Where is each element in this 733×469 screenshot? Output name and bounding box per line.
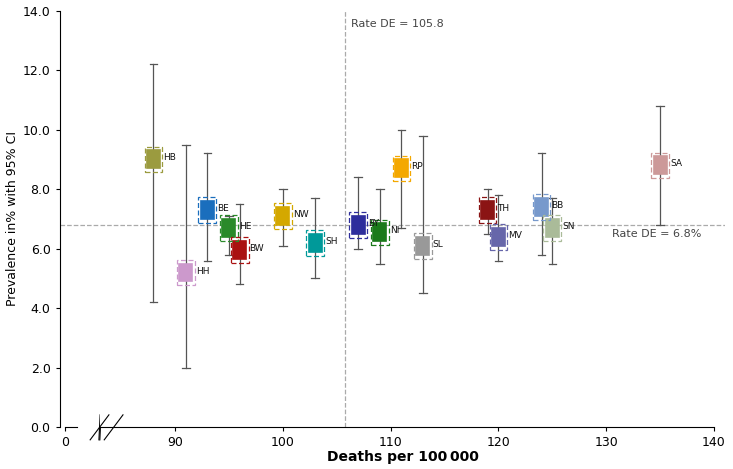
Y-axis label: Prevalence in% with 95% CI: Prevalence in% with 95% CI — [6, 131, 18, 306]
Text: SH: SH — [325, 237, 338, 246]
Text: TH: TH — [498, 204, 509, 213]
FancyBboxPatch shape — [201, 201, 214, 219]
Text: BB: BB — [551, 201, 564, 210]
FancyBboxPatch shape — [395, 159, 408, 177]
FancyBboxPatch shape — [492, 228, 505, 246]
FancyBboxPatch shape — [147, 151, 160, 168]
Text: RP: RP — [411, 162, 423, 171]
Text: Rate DE = 6.8%: Rate DE = 6.8% — [611, 229, 701, 239]
FancyBboxPatch shape — [222, 219, 235, 237]
FancyBboxPatch shape — [481, 201, 494, 219]
Text: HB: HB — [163, 153, 176, 162]
Text: BY: BY — [368, 219, 379, 228]
Text: BW: BW — [250, 244, 264, 253]
FancyBboxPatch shape — [535, 198, 548, 216]
Text: NI: NI — [390, 227, 399, 235]
FancyBboxPatch shape — [276, 207, 290, 225]
Text: Rate DE = 105.8: Rate DE = 105.8 — [350, 20, 443, 30]
Text: Deaths per 100 000: Deaths per 100 000 — [327, 450, 479, 464]
Text: NW: NW — [292, 210, 309, 219]
FancyBboxPatch shape — [309, 234, 322, 252]
FancyBboxPatch shape — [233, 241, 246, 259]
FancyBboxPatch shape — [352, 216, 365, 234]
FancyBboxPatch shape — [416, 237, 430, 255]
FancyBboxPatch shape — [546, 219, 559, 237]
Text: SL: SL — [433, 240, 443, 249]
Text: SN: SN — [562, 222, 575, 231]
Text: SA: SA — [670, 159, 682, 168]
FancyBboxPatch shape — [373, 223, 386, 241]
FancyBboxPatch shape — [180, 264, 192, 281]
Text: MV: MV — [508, 231, 522, 240]
Text: BE: BE — [217, 204, 229, 213]
Text: HE: HE — [239, 222, 251, 231]
FancyBboxPatch shape — [654, 157, 666, 174]
Text: HH: HH — [196, 266, 209, 276]
